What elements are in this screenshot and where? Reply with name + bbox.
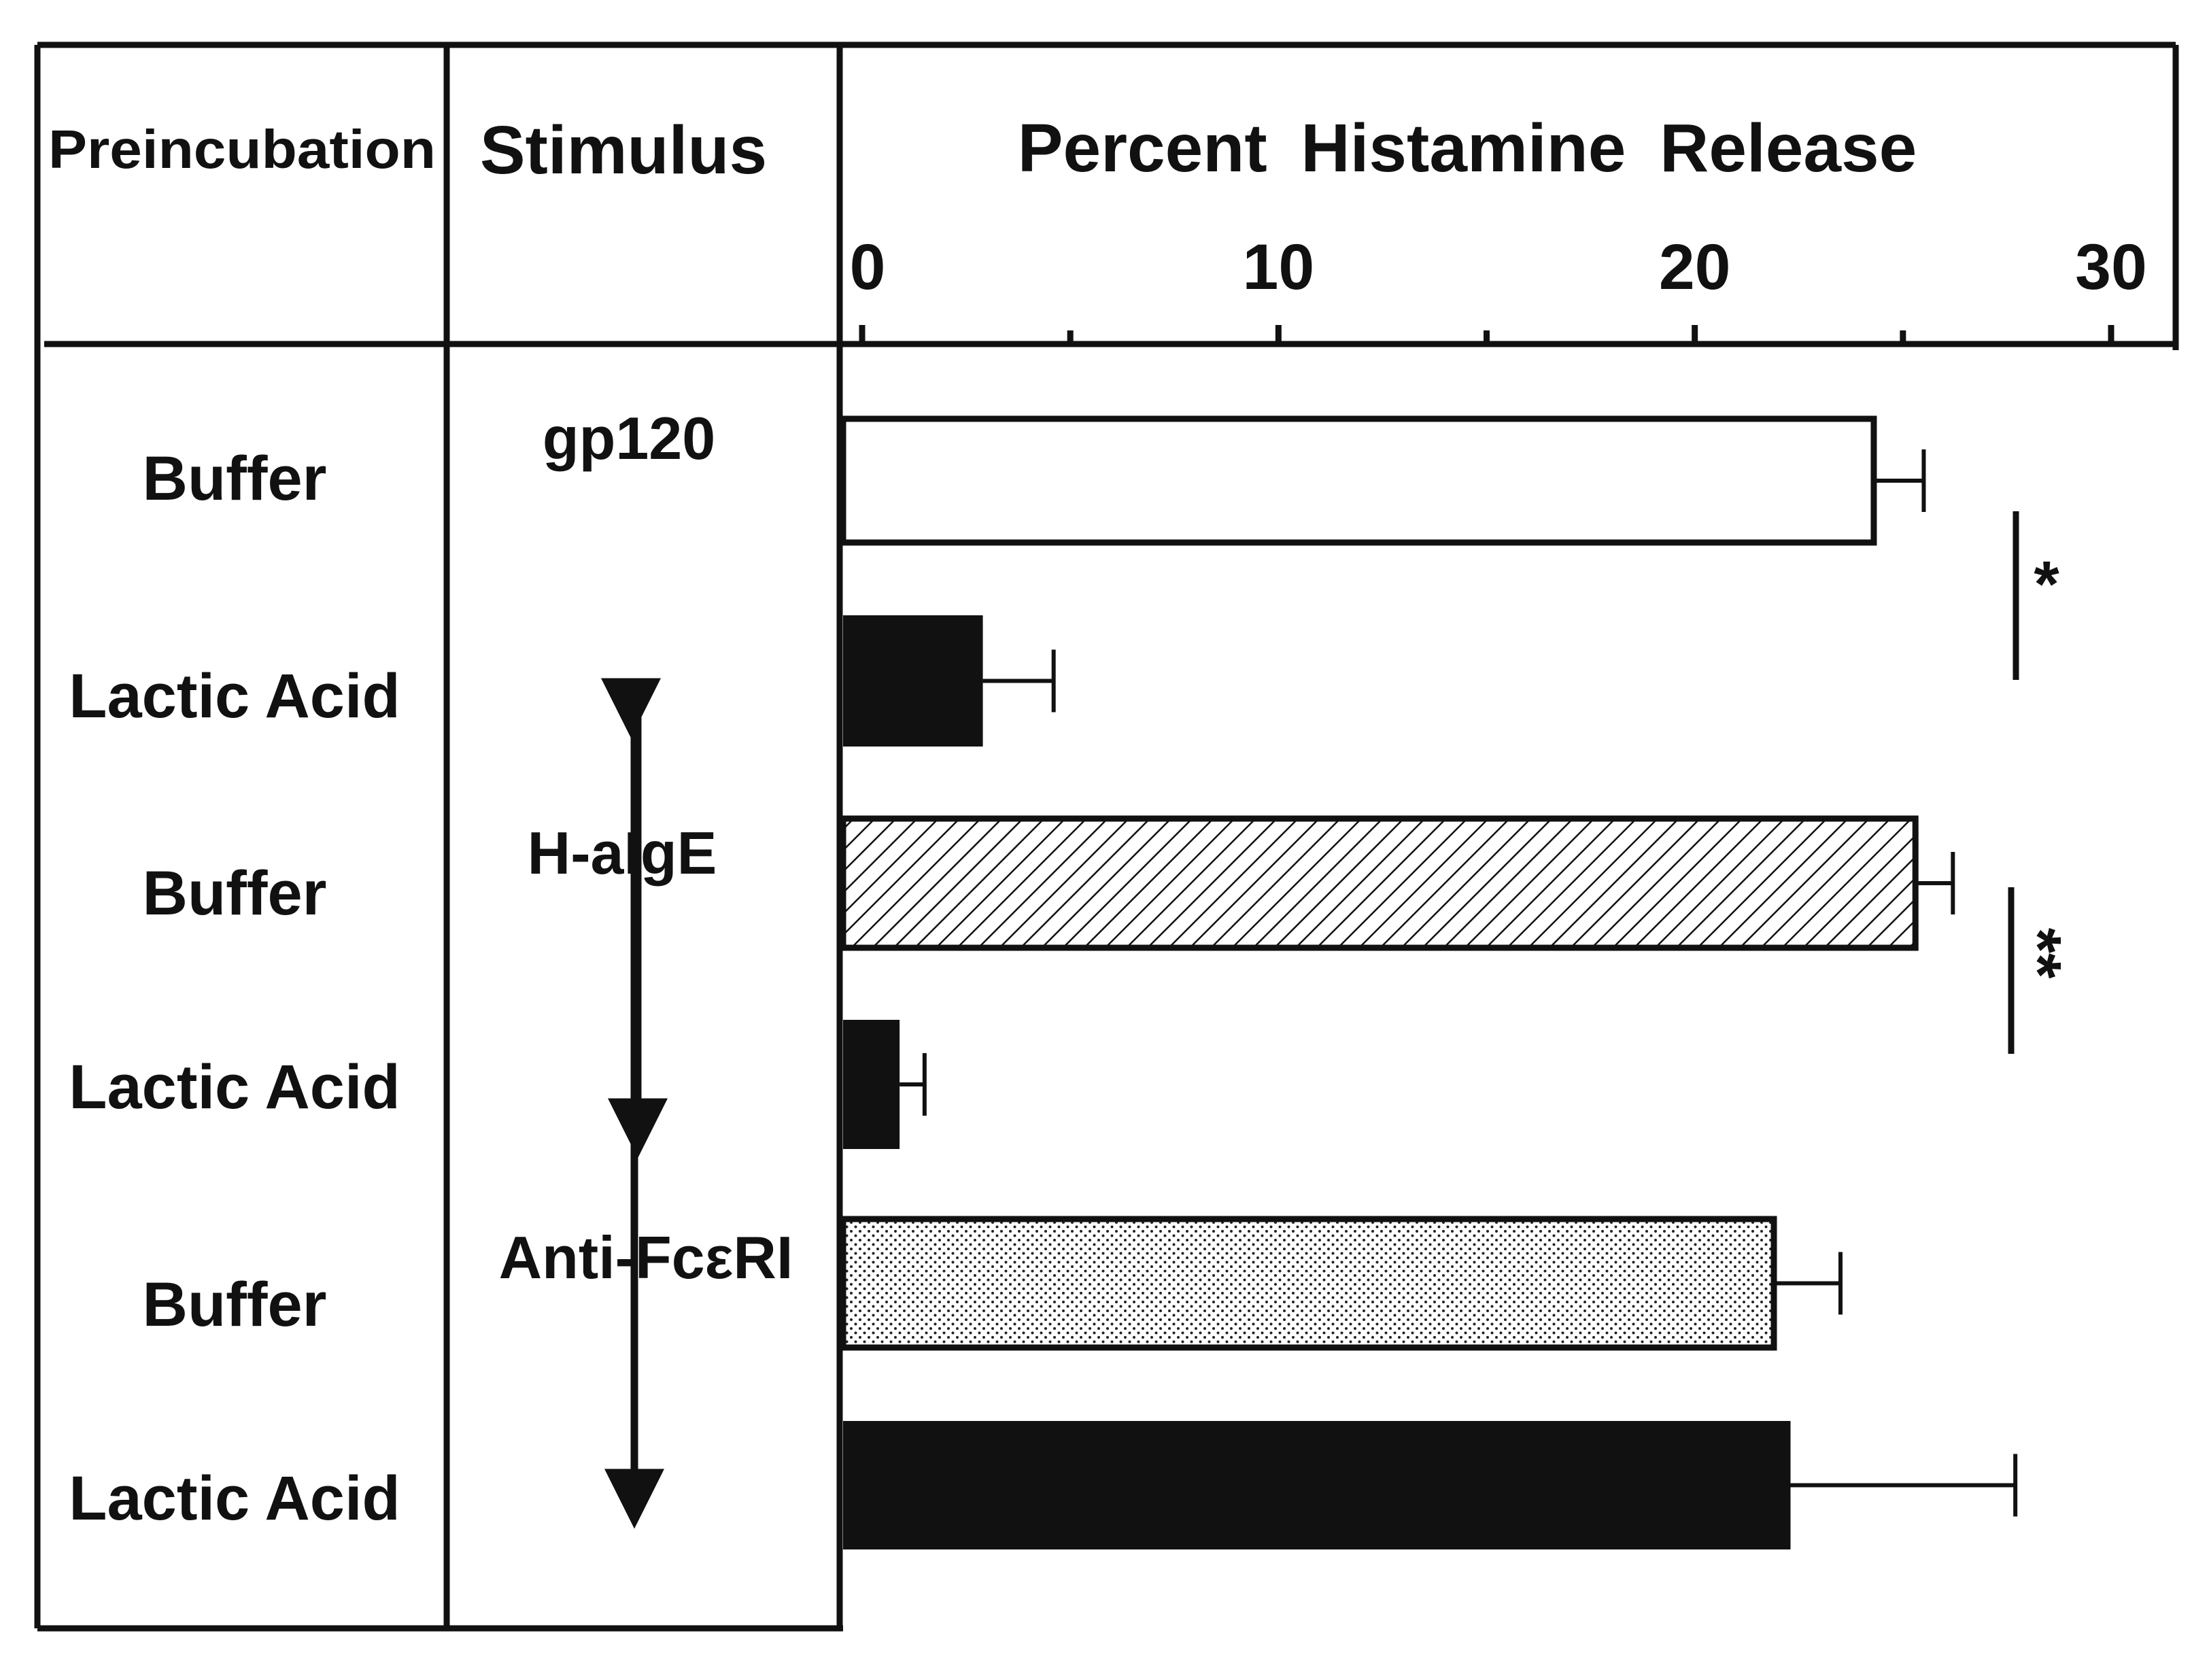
table-frame — [34, 41, 2179, 1632]
significance-label: ** — [2002, 928, 2074, 979]
x-tick-label: 0 — [850, 231, 886, 303]
preincubation-labels: Buffer Lactic Acid Buffer Lactic Acid Buffer… — [69, 444, 400, 1533]
chart-title: Percent Histamine Release — [1018, 110, 1917, 186]
x-tick-label: 20 — [1659, 231, 1731, 303]
bar — [843, 1421, 1791, 1549]
bar — [843, 1020, 900, 1149]
bar — [840, 415, 1877, 546]
stimulus-header: Stimulus — [480, 112, 767, 188]
preincubation-label: Lactic Acid — [69, 1052, 400, 1122]
preincubation-header: Preincubation — [48, 119, 436, 179]
preincubation-label: Lactic Acid — [69, 1464, 400, 1533]
bar — [843, 615, 983, 747]
error-bars — [900, 449, 2018, 1517]
preincubation-label: Buffer — [143, 859, 327, 928]
stimulus-label: Anti-FcεRI — [499, 1224, 793, 1291]
preincubation-label: Buffer — [143, 444, 327, 513]
bar — [840, 1216, 1777, 1351]
preincubation-label: Lactic Acid — [69, 662, 400, 731]
stimulus-label: gp120 — [543, 405, 715, 472]
bar — [840, 815, 1919, 951]
stimulus-labels: gp120 H-aIgE Anti-FcεRI — [499, 405, 793, 1529]
preincubation-label: Buffer — [143, 1270, 327, 1339]
significance-markers: *** — [2002, 511, 2074, 1054]
x-axis: 0 10 20 30 — [843, 231, 2176, 347]
significance-label: * — [2034, 548, 2059, 621]
stimulus-label: H-aIgE — [528, 819, 717, 887]
bars — [840, 415, 1919, 1549]
x-tick-label: 10 — [1242, 231, 1314, 303]
x-tick-label: 30 — [2075, 231, 2147, 303]
